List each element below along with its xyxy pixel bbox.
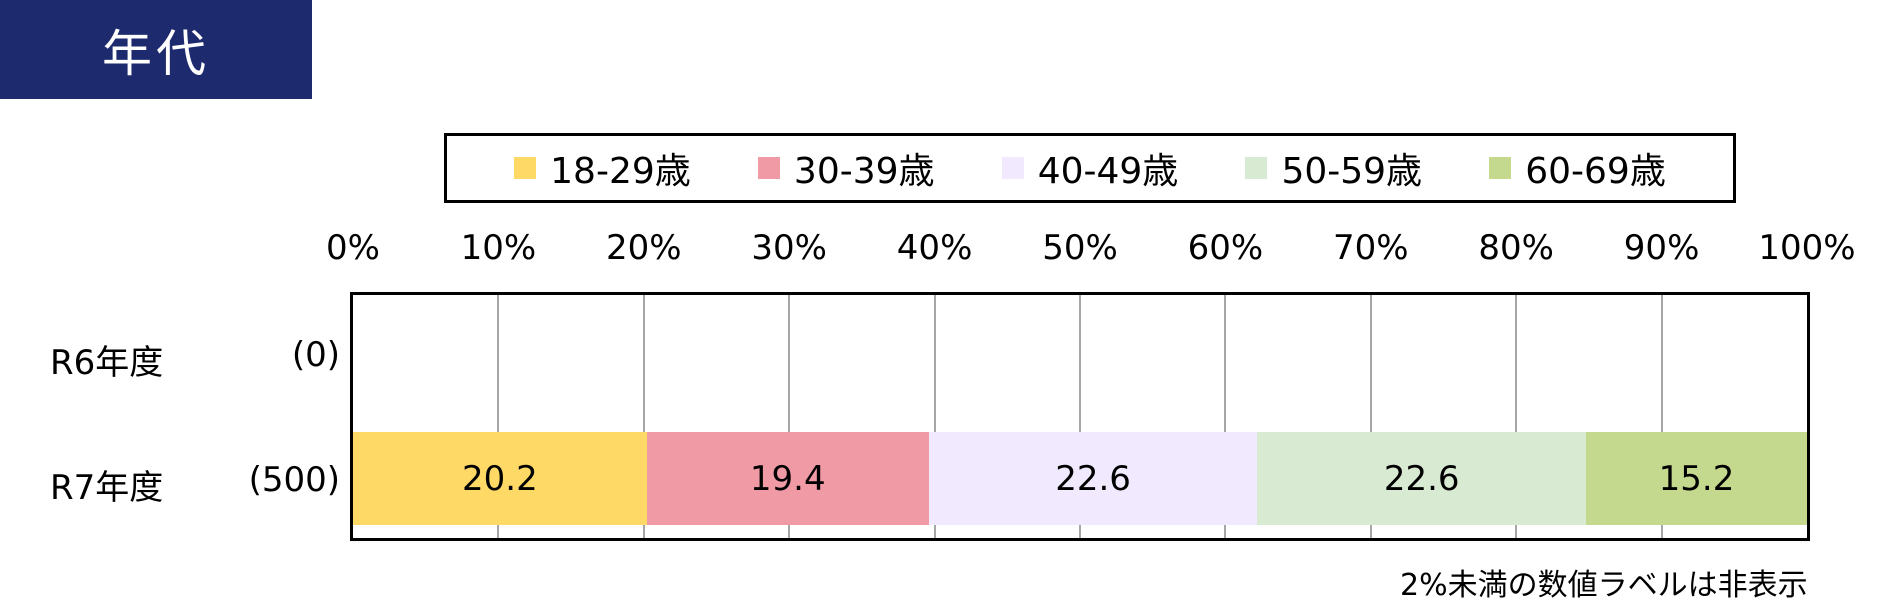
bar-segment: 20.2 xyxy=(353,432,647,525)
section-header: 年代 xyxy=(0,0,312,99)
x-tick-label: 40% xyxy=(896,228,973,268)
gridline xyxy=(1224,295,1227,538)
legend-swatch xyxy=(514,157,537,179)
gridline xyxy=(497,295,500,538)
section-title: 年代 xyxy=(102,24,210,83)
x-tick-label: 60% xyxy=(1187,228,1264,268)
legend-label: 60-69歳 xyxy=(1525,151,1666,192)
legend-item: 18-29歳 xyxy=(514,142,691,194)
legend-item: 50-59歳 xyxy=(1245,142,1422,194)
footnote: 2%未満の数値ラベルは非表示 xyxy=(1400,568,1808,603)
gridline xyxy=(1369,295,1372,538)
bar-segment: 22.6 xyxy=(1257,432,1586,525)
data-label: 15.2 xyxy=(1658,458,1735,499)
gridline xyxy=(1079,295,1081,538)
legend-swatch xyxy=(1489,157,1512,179)
legend-item: 40-49歳 xyxy=(1001,142,1179,194)
gridline xyxy=(642,295,645,538)
category-label: R6年度 xyxy=(50,343,164,383)
bar-segment: 15.2 xyxy=(1585,432,1807,525)
x-tick-label: 100% xyxy=(1758,228,1856,268)
bar-segment: 19.4 xyxy=(646,432,929,525)
legend-swatch xyxy=(1001,157,1024,179)
chart-legend: 18-29歳 30-39歳 40-49歳 50-59歳 60-69歳 xyxy=(444,133,1736,203)
x-tick-label: 80% xyxy=(1478,228,1554,268)
gridline xyxy=(788,295,791,538)
x-tick-label: 70% xyxy=(1333,228,1409,268)
gridline xyxy=(1515,295,1518,538)
legend-label: 50-59歳 xyxy=(1281,151,1423,192)
x-tick-label: 10% xyxy=(460,228,537,268)
legend-swatch xyxy=(1245,157,1268,179)
category-count: (0) xyxy=(291,335,340,375)
plot-area: 20.2 19.4 22.6 22.6 15.2 xyxy=(350,292,1810,541)
data-label: 22.6 xyxy=(1055,458,1131,499)
legend-label: 40-49歳 xyxy=(1037,151,1179,192)
gridline xyxy=(1660,295,1663,538)
x-tick-label: 50% xyxy=(1042,228,1118,268)
data-label: 19.4 xyxy=(749,458,826,499)
x-tick-label: 90% xyxy=(1623,228,1700,268)
data-label: 22.6 xyxy=(1383,458,1460,499)
legend-label: 30-39歳 xyxy=(793,151,935,192)
legend-item: 30-39歳 xyxy=(757,142,935,194)
bar-segment: 22.6 xyxy=(928,432,1258,525)
legend-label: 18-29歳 xyxy=(550,151,691,192)
category-count: (500) xyxy=(248,460,340,500)
category-label: R7年度 xyxy=(50,468,164,508)
gridline xyxy=(933,295,936,538)
x-tick-label: 30% xyxy=(751,228,827,268)
x-tick-label: 0% xyxy=(326,228,380,268)
legend-swatch xyxy=(757,157,780,179)
x-tick-label: 20% xyxy=(606,228,682,268)
data-label: 20.2 xyxy=(462,458,538,499)
legend-item: 60-69歳 xyxy=(1489,142,1666,194)
